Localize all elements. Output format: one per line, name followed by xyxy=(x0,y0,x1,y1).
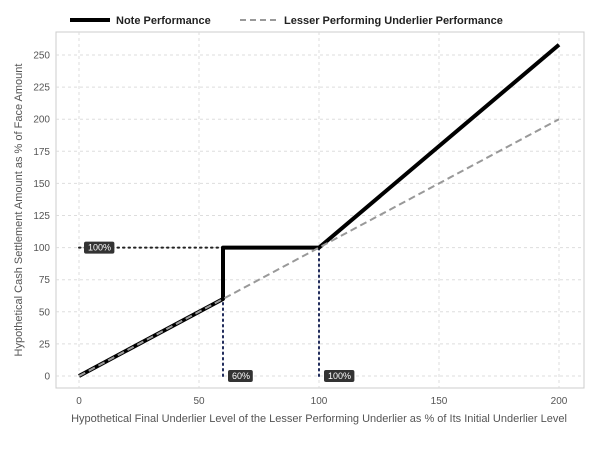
y-tick-label-75: 75 xyxy=(39,275,51,286)
x-tick-label-100: 100 xyxy=(311,396,328,407)
x-tick-label-50: 50 xyxy=(193,396,205,407)
legend: Note Performance Lesser Performing Under… xyxy=(70,15,503,27)
annotation-3: 100% xyxy=(324,370,355,382)
x-tick-label-0: 0 xyxy=(76,396,82,407)
y-tick-label-175: 175 xyxy=(33,147,50,158)
plot-frame xyxy=(55,31,585,389)
annotation-label: 100% xyxy=(88,243,111,253)
x-axis-ticks: 0 50 100 150 200 xyxy=(76,396,568,407)
y-tick-label-250: 250 xyxy=(33,51,50,62)
y-tick-label-150: 150 xyxy=(33,179,50,190)
grid xyxy=(56,32,584,388)
y-tick-label-125: 125 xyxy=(33,211,50,222)
annotations: 100% 60% 100% xyxy=(84,241,355,382)
legend-label-underlier-performance: Lesser Performing Underlier Performance xyxy=(284,15,503,27)
y-axis-title: Hypothetical Cash Settlement Amount as %… xyxy=(13,64,25,357)
y-tick-label-100: 100 xyxy=(33,243,50,254)
annotation-2: 60% xyxy=(228,370,253,382)
series-line-note-performance xyxy=(78,43,561,378)
y-tick-label-225: 225 xyxy=(33,83,50,94)
y-tick-label-0: 0 xyxy=(44,372,50,383)
annotation-label: 60% xyxy=(232,371,250,381)
y-tick-label-25: 25 xyxy=(39,339,51,350)
x-axis-title: Hypothetical Final Underlier Level of th… xyxy=(71,413,567,425)
series-line-lesser-performing-underlier-performance xyxy=(78,118,560,377)
annotation-1: 100% xyxy=(84,241,115,254)
y-axis-ticks: 0 25 50 75 100 125 150 175 200 225 250 xyxy=(33,51,50,383)
series-layer xyxy=(78,43,561,378)
y-tick-label-50: 50 xyxy=(39,307,51,318)
x-tick-label-150: 150 xyxy=(431,396,448,407)
annotation-box xyxy=(84,241,115,254)
annotation-box xyxy=(228,370,253,382)
annotation-box xyxy=(324,370,355,382)
y-tick-label-200: 200 xyxy=(33,115,50,126)
legend-label-note-performance: Note Performance xyxy=(116,15,211,27)
x-tick-label-200: 200 xyxy=(551,396,568,407)
annotation-label: 100% xyxy=(328,371,351,381)
